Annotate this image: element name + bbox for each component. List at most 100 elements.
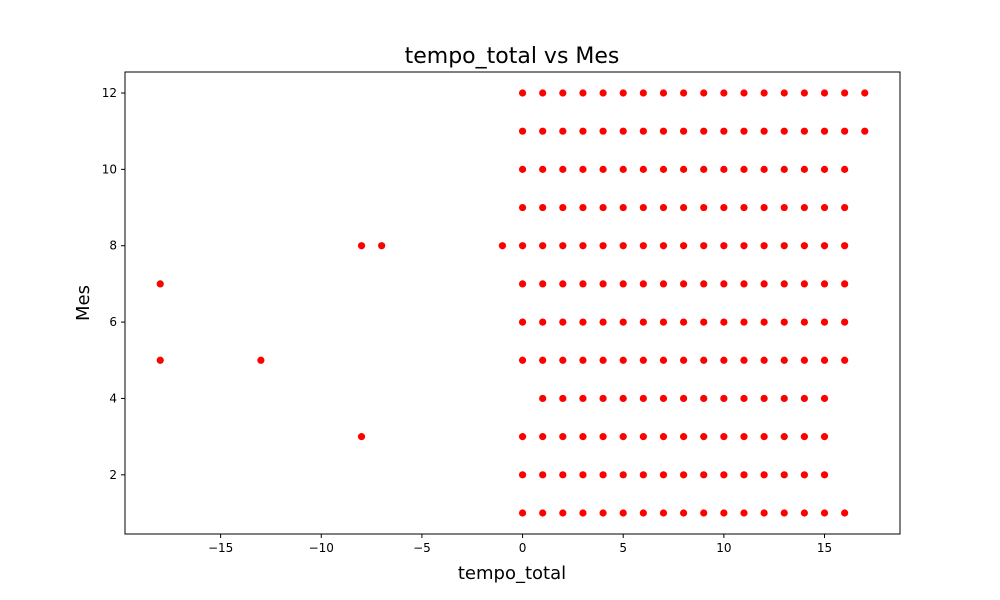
data-point xyxy=(820,89,829,97)
data-point xyxy=(800,242,808,250)
data-point xyxy=(579,318,587,326)
data-point xyxy=(700,471,708,479)
data-point xyxy=(760,394,768,403)
data-point xyxy=(680,89,688,97)
data-point xyxy=(720,89,728,97)
data-point xyxy=(639,394,647,403)
data-point xyxy=(639,127,647,135)
data-point xyxy=(518,165,527,173)
data-point xyxy=(760,280,768,288)
data-point xyxy=(760,242,768,250)
data-point xyxy=(518,471,527,479)
data-point xyxy=(820,203,829,212)
data-point xyxy=(841,203,849,212)
data-point xyxy=(559,89,567,97)
data-point xyxy=(720,509,728,517)
data-point xyxy=(720,165,728,173)
data-point xyxy=(740,242,748,250)
data-point xyxy=(599,89,607,97)
y-tick-label: 2 xyxy=(109,468,117,482)
data-point xyxy=(700,433,708,441)
data-point xyxy=(579,280,587,288)
data-point xyxy=(639,242,647,250)
data-point xyxy=(659,127,668,135)
data-point xyxy=(498,242,507,250)
data-point xyxy=(820,433,829,441)
data-point xyxy=(518,89,527,97)
data-point xyxy=(539,394,547,403)
data-point xyxy=(700,509,708,517)
data-point xyxy=(539,280,547,288)
data-point xyxy=(780,127,788,135)
data-point xyxy=(820,280,829,288)
x-tick-label: 5 xyxy=(619,541,627,555)
x-tick-label: 0 xyxy=(519,541,527,555)
data-point xyxy=(760,356,768,364)
data-point xyxy=(639,433,647,441)
data-point xyxy=(861,127,869,135)
data-point xyxy=(539,433,547,441)
data-point xyxy=(639,165,647,173)
y-tick-label: 4 xyxy=(109,391,117,405)
data-point xyxy=(559,280,567,288)
data-point xyxy=(800,203,808,212)
data-point xyxy=(800,356,808,364)
data-point xyxy=(841,356,849,364)
data-point xyxy=(619,356,627,364)
data-point xyxy=(579,203,587,212)
data-point xyxy=(619,394,627,403)
data-point xyxy=(518,280,527,288)
data-point xyxy=(841,165,849,173)
data-point xyxy=(599,433,607,441)
data-point xyxy=(559,203,567,212)
data-point xyxy=(539,471,547,479)
plot-frame xyxy=(124,71,901,535)
data-point xyxy=(559,471,567,479)
data-point xyxy=(820,394,829,403)
data-point xyxy=(780,394,788,403)
data-point xyxy=(659,280,668,288)
data-point xyxy=(740,127,748,135)
data-point xyxy=(539,509,547,517)
data-point xyxy=(780,203,788,212)
data-point xyxy=(800,318,808,326)
data-point xyxy=(720,127,728,135)
data-point xyxy=(800,471,808,479)
data-point xyxy=(639,509,647,517)
data-point xyxy=(780,280,788,288)
y-tick-label: 10 xyxy=(102,162,117,176)
data-point xyxy=(680,394,688,403)
data-point xyxy=(800,127,808,135)
data-point xyxy=(539,165,547,173)
data-point xyxy=(760,318,768,326)
data-point xyxy=(539,89,547,97)
data-point xyxy=(680,433,688,441)
data-point xyxy=(539,203,547,212)
data-point xyxy=(760,89,768,97)
data-point xyxy=(619,318,627,326)
data-point xyxy=(579,394,587,403)
data-point xyxy=(820,509,829,517)
data-point xyxy=(740,394,748,403)
x-tick-label: −10 xyxy=(309,541,334,555)
data-point xyxy=(720,433,728,441)
y-tick-label: 6 xyxy=(109,315,117,329)
data-point xyxy=(680,242,688,250)
data-point xyxy=(599,280,607,288)
data-point xyxy=(760,203,768,212)
data-point xyxy=(760,509,768,517)
data-point xyxy=(800,433,808,441)
x-tick-label: 15 xyxy=(817,541,832,555)
data-point xyxy=(357,433,366,441)
data-point xyxy=(841,89,849,97)
y-tick-label: 8 xyxy=(109,239,117,253)
data-point xyxy=(599,203,607,212)
data-point xyxy=(559,394,567,403)
data-point xyxy=(780,318,788,326)
data-point xyxy=(800,89,808,97)
data-point xyxy=(720,318,728,326)
data-point xyxy=(579,356,587,364)
data-point xyxy=(700,280,708,288)
data-point xyxy=(680,356,688,364)
data-point xyxy=(760,433,768,441)
